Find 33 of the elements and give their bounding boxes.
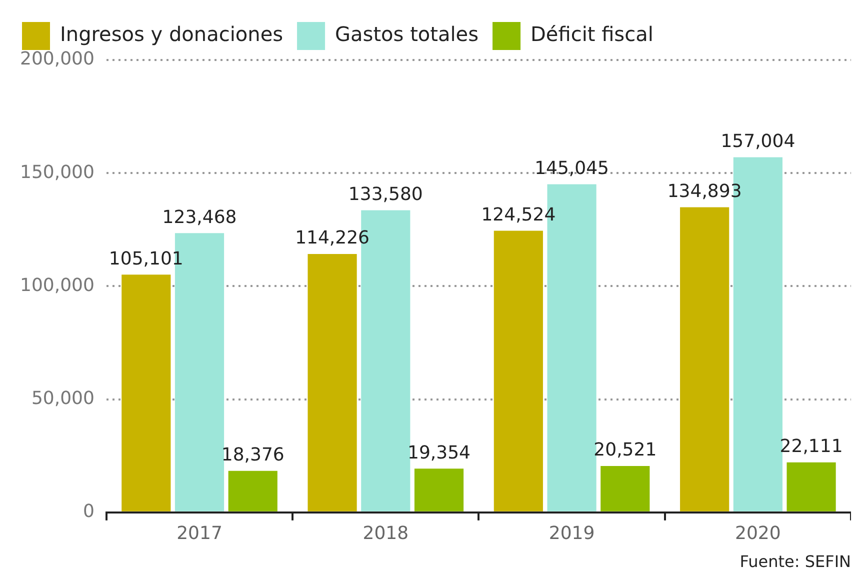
y-tick-label: 100,000 [20,274,94,296]
data-label: 157,004 [720,130,796,152]
data-label: 114,226 [295,228,370,249]
x-tick-label: 2018 [362,522,409,544]
data-label: 145,045 [534,158,610,179]
bar [494,230,543,512]
bar [228,470,278,512]
y-tick-label: 0 [82,501,94,522]
data-label: 123,468 [162,206,237,228]
x-tick-label: 2020 [735,522,781,544]
bar [680,207,730,512]
bar [786,462,836,512]
y-tick-label: 150,000 [20,162,94,183]
bar [600,466,650,512]
legend-label: Gastos totales [335,22,479,46]
bar [308,254,357,512]
x-tick-label: 2019 [548,522,595,544]
y-tick-label: 200,000 [20,48,94,70]
y-tick-label: 50,000 [31,388,94,409]
source-note: Fuente: SEFIN [738,552,851,571]
data-label: 18,376 [221,444,284,466]
bar [122,274,171,512]
data-label: 105,101 [108,248,184,270]
data-label: 124,524 [481,204,556,226]
data-label: 134,893 [667,180,742,202]
legend-label: Déficit fiscal [530,22,654,46]
data-label: 19,354 [408,442,470,464]
data-label: 20,521 [594,440,657,461]
data-label: 22,111 [780,436,843,458]
data-label: 133,580 [348,184,423,205]
bar [414,468,464,512]
legend-label: Ingresos y donaciones [60,22,284,46]
x-tick-label: 2017 [176,522,222,544]
